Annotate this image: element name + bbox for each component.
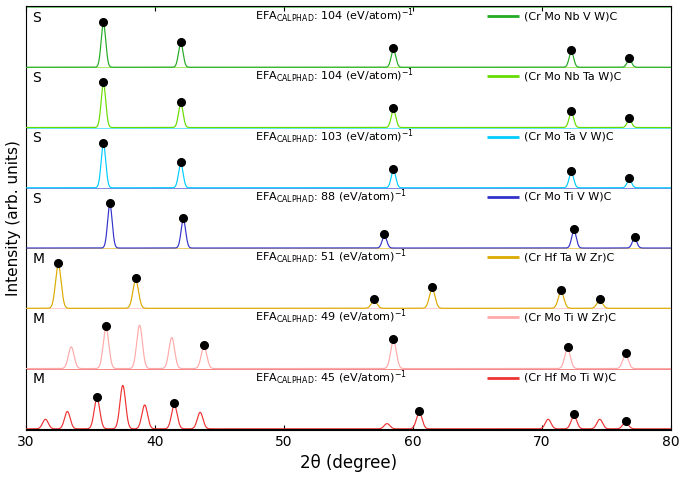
- Text: (Cr Mo Nb Ta W)C: (Cr Mo Nb Ta W)C: [524, 71, 622, 81]
- Text: EFA$_{\mathregular{CALPHAD}}$: 49 (eV/atom)$^{-1}$: EFA$_{\mathregular{CALPHAD}}$: 49 (eV/at…: [255, 308, 407, 326]
- Text: EFA$_{\mathregular{CALPHAD}}$: 104 (eV/atom)$^{-1}$: EFA$_{\mathregular{CALPHAD}}$: 104 (eV/a…: [255, 7, 414, 25]
- Text: M: M: [33, 312, 45, 326]
- Text: (Cr Mo Ta V W)C: (Cr Mo Ta V W)C: [524, 131, 614, 141]
- Text: EFA$_{\mathregular{CALPHAD}}$: 104 (eV/atom)$^{-1}$: EFA$_{\mathregular{CALPHAD}}$: 104 (eV/a…: [255, 67, 414, 86]
- Text: EFA$_{\mathregular{CALPHAD}}$: 103 (eV/atom)$^{-1}$: EFA$_{\mathregular{CALPHAD}}$: 103 (eV/a…: [255, 128, 414, 146]
- Text: (Cr Mo Ti V W)C: (Cr Mo Ti V W)C: [524, 192, 612, 202]
- Text: EFA$_{\mathregular{CALPHAD}}$: 88 (eV/atom)$^{-1}$: EFA$_{\mathregular{CALPHAD}}$: 88 (eV/at…: [255, 188, 407, 206]
- Text: M: M: [33, 252, 45, 266]
- Text: EFA$_{\mathregular{CALPHAD}}$: 45 (eV/atom)$^{-1}$: EFA$_{\mathregular{CALPHAD}}$: 45 (eV/at…: [255, 369, 407, 387]
- Text: EFA$_{\mathregular{CALPHAD}}$: 51 (eV/atom)$^{-1}$: EFA$_{\mathregular{CALPHAD}}$: 51 (eV/at…: [255, 248, 407, 266]
- Text: S: S: [33, 131, 41, 145]
- Y-axis label: Intensity (arb. units): Intensity (arb. units): [5, 140, 21, 296]
- X-axis label: 2θ (degree): 2θ (degree): [300, 455, 397, 472]
- Text: (Cr Hf Mo Ti W)C: (Cr Hf Mo Ti W)C: [524, 372, 616, 382]
- Text: (Cr Mo Ti W Zr)C: (Cr Mo Ti W Zr)C: [524, 312, 616, 322]
- Text: (Cr Hf Ta W Zr)C: (Cr Hf Ta W Zr)C: [524, 252, 614, 262]
- Text: (Cr Mo Nb V W)C: (Cr Mo Nb V W)C: [524, 11, 618, 21]
- Text: S: S: [33, 71, 41, 85]
- Text: S: S: [33, 11, 41, 25]
- Text: M: M: [33, 372, 45, 386]
- Text: S: S: [33, 192, 41, 206]
